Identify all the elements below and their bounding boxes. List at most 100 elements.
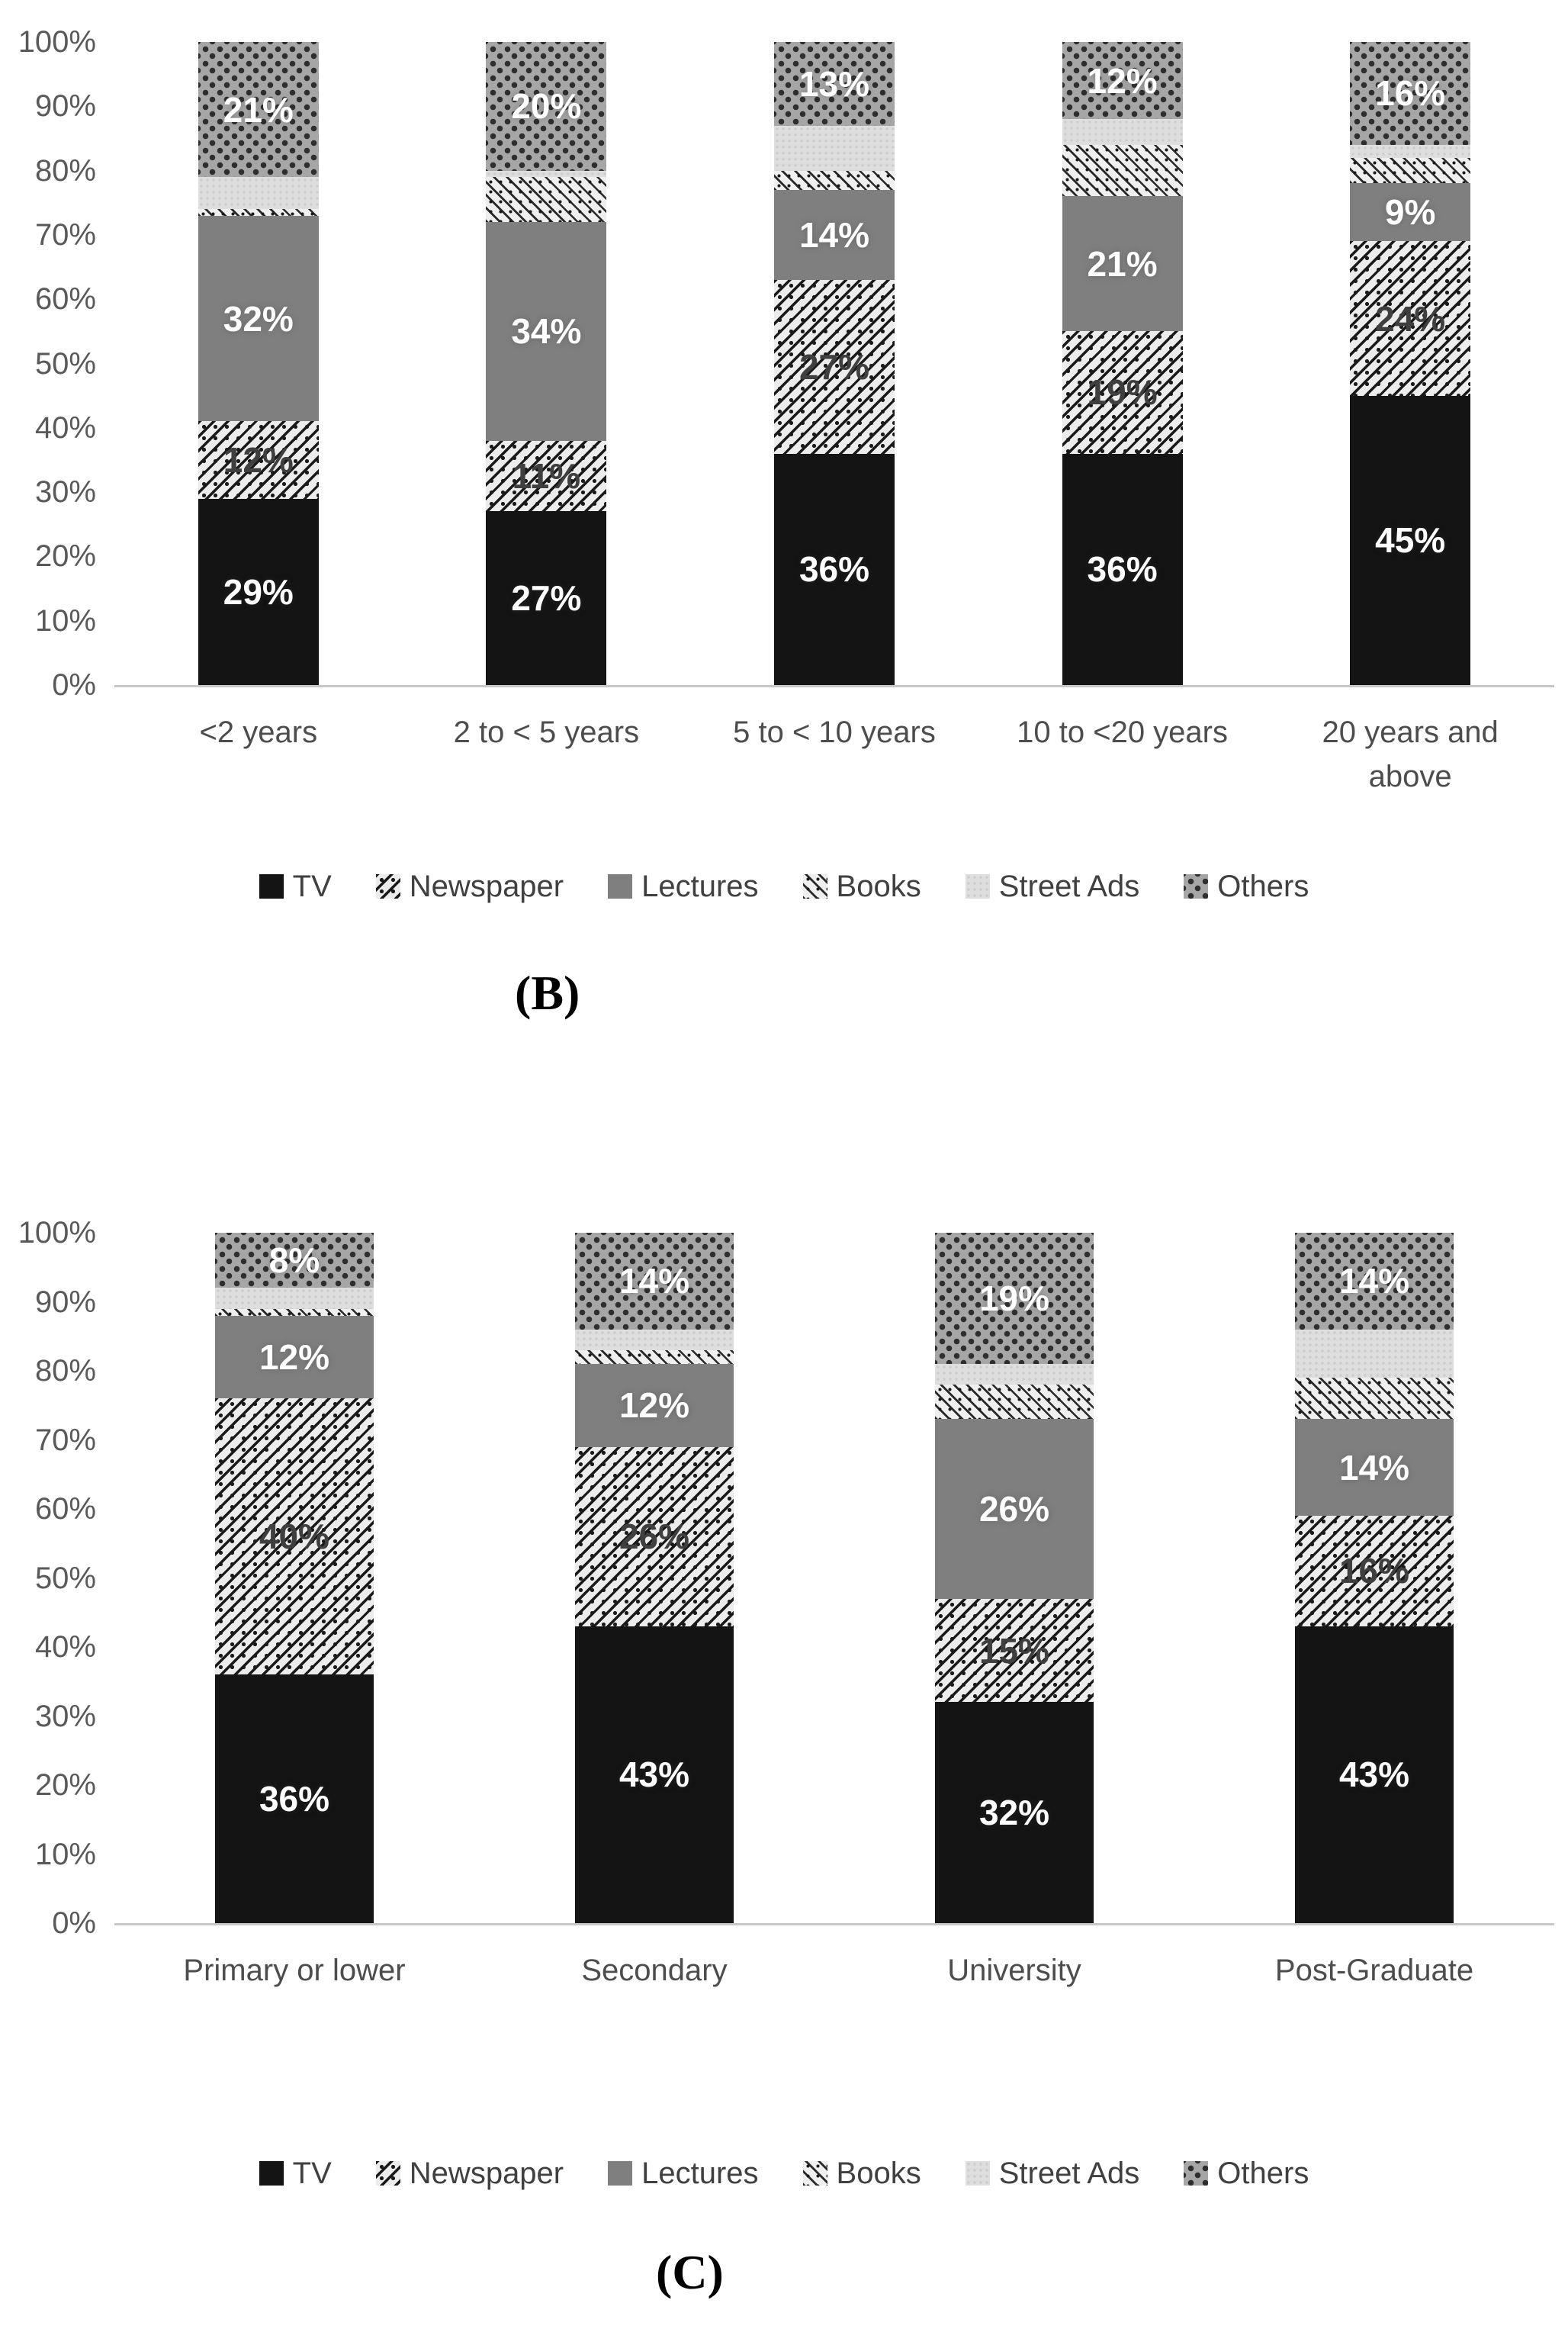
- legend-label: Street Ads: [998, 870, 1140, 903]
- x-axis-category-text: Primary or lower: [183, 1954, 406, 1987]
- segment-data-label: 36%: [1087, 549, 1158, 590]
- bar-segment-newspaper: 16%: [1295, 1516, 1454, 1626]
- x-axis-category-text: University: [947, 1954, 1081, 1987]
- bar-segment-others: 16%: [1350, 42, 1471, 145]
- legend-item-newspaper: Newspaper: [375, 870, 564, 903]
- bar-segment-others: 8%: [215, 1233, 374, 1288]
- books-swatch-icon: [802, 2161, 827, 2186]
- bar-segment-others: 14%: [575, 1233, 734, 1330]
- x-axis-category-label: Secondary: [474, 1948, 834, 1993]
- bar-segment-street-ads: [198, 177, 319, 210]
- y-axis-tick-label: 50%: [34, 1561, 96, 1595]
- bar-segment-newspaper: 19%: [1062, 331, 1183, 454]
- y-axis-tick-label: 0%: [52, 668, 96, 702]
- bar-segment-lectures: 21%: [1062, 196, 1183, 332]
- bar-segment-lectures: 14%: [1295, 1419, 1454, 1517]
- legend-c: TV Newspaper Lectures Books Street Ads Others: [0, 2158, 1568, 2189]
- legend-label: Lectures: [641, 2157, 759, 2190]
- legend-label: Books: [836, 870, 921, 903]
- bar-segment-newspaper: 12%: [198, 421, 319, 499]
- stacked-bar-2-to-<-5-years: 27% 11% 34% 20%: [486, 42, 607, 685]
- bar-slot: 43% 16% 14% 14%: [1194, 1233, 1554, 1923]
- y-axis-tick-label: 80%: [34, 1354, 96, 1388]
- segment-data-label: 9%: [1384, 192, 1436, 233]
- legend-label: Street Ads: [998, 2157, 1140, 2190]
- y-axis-tick-label: 10%: [34, 603, 96, 638]
- bar-segment-newspaper: 40%: [215, 1398, 374, 1675]
- y-axis-tick-label: 100%: [18, 1216, 96, 1250]
- x-axis-category-text: 2 to < 5 years: [453, 716, 640, 749]
- y-axis-tick-label: 50%: [34, 346, 96, 381]
- bar-slot: 32% 15% 26% 19%: [834, 1233, 1194, 1923]
- x-axis-category-text: 20 years and above: [1322, 716, 1499, 793]
- caption-b-row: (B): [0, 969, 1568, 1053]
- bar-segment-tv: 29%: [198, 498, 319, 685]
- bar-slot: 36% 27% 14% 13%: [690, 42, 978, 685]
- x-axis-category-label: University: [834, 1948, 1194, 1993]
- bar-segment-newspaper: 27%: [773, 279, 895, 454]
- bar-segment-books: [935, 1385, 1094, 1420]
- segment-data-label: 32%: [978, 1793, 1050, 1833]
- bar-segment-others: 19%: [935, 1233, 1094, 1364]
- bar-segment-street-ads: [935, 1363, 1094, 1385]
- y-axis-tick-label: 20%: [34, 539, 96, 574]
- bar-segment-lectures: 14%: [773, 189, 895, 280]
- bar-segment-street-ads: [1350, 144, 1471, 158]
- segment-data-label: 16%: [1338, 1551, 1410, 1591]
- bar-segment-newspaper: 11%: [486, 440, 607, 512]
- newspaper-swatch-icon: [375, 874, 400, 899]
- segment-data-label: 12%: [1087, 60, 1158, 101]
- y-axis-tick-label: 60%: [34, 282, 96, 317]
- bar-segment-books: [1295, 1378, 1454, 1420]
- segment-data-label: 15%: [978, 1630, 1050, 1671]
- caption-b: (B): [515, 966, 580, 1020]
- x-axis-c: Primary or lower Secondary University Post-…: [114, 1948, 1554, 2074]
- segment-data-label: 16%: [1375, 73, 1446, 114]
- legend-label: TV: [292, 2157, 332, 2190]
- stacked-bar-university: 32% 15% 26% 19%: [935, 1233, 1094, 1923]
- bar-slot: 43% 26% 12% 14%: [474, 1233, 834, 1923]
- segment-data-label: 11%: [512, 456, 581, 497]
- x-axis-category-text: Secondary: [581, 1954, 728, 1987]
- legend-item-newspaper: Newspaper: [375, 2158, 564, 2189]
- bar-segment-lectures: 32%: [198, 215, 319, 422]
- others-swatch-icon: [1184, 874, 1209, 899]
- segment-data-label: 27%: [511, 578, 582, 619]
- bar-segment-lectures: 12%: [575, 1363, 734, 1447]
- bar-segment-books: [486, 177, 607, 223]
- legend-label: Newspaper: [409, 870, 564, 903]
- legend-label: Others: [1217, 870, 1309, 903]
- legend-item-tv: TV: [259, 2158, 332, 2189]
- y-axis-tick-label: 100%: [18, 25, 96, 59]
- street-ads-swatch-icon: [965, 2161, 990, 2186]
- lectures-swatch-icon: [608, 874, 633, 899]
- segment-data-label: 20%: [511, 86, 582, 127]
- plot-area-b: 0% 10% 20% 30% 40% 50% 60% 70% 80% 90% 100% 29% 12%…: [18, 27, 1554, 700]
- x-axis-category-text: 5 to < 10 years: [733, 716, 936, 749]
- segment-data-label: 14%: [1338, 1261, 1410, 1301]
- y-axis-tick-label: 90%: [34, 89, 96, 124]
- y-axis-tick-label: 70%: [34, 1423, 96, 1457]
- stacked-bar-5-to-<-10-years: 36% 27% 14% 13%: [773, 42, 895, 685]
- bar-segment-others: 13%: [773, 42, 895, 126]
- y-axis-tick-label: 30%: [34, 1699, 96, 1733]
- x-axis-category-label: Post-Graduate: [1194, 1948, 1554, 1993]
- segment-data-label: 14%: [798, 214, 870, 255]
- segment-data-label: 32%: [223, 298, 294, 339]
- y-axis-tick-label: 30%: [34, 475, 96, 510]
- stacked-bar-secondary: 43% 26% 12% 14%: [575, 1233, 734, 1923]
- bar-segment-street-ads: [1295, 1329, 1454, 1378]
- segment-data-label: 27%: [798, 346, 870, 387]
- legend-item-books: Books: [802, 2158, 921, 2189]
- segment-data-label: 24%: [1375, 298, 1446, 339]
- plot-area-c: 0% 10% 20% 30% 40% 50% 60% 70% 80% 90% 100% 36% 40%…: [18, 1217, 1554, 1938]
- y-axis-tick-label: 40%: [34, 410, 96, 445]
- legend-label: TV: [292, 870, 332, 903]
- segment-data-label: 29%: [223, 571, 294, 612]
- bar-segment-others: 12%: [1062, 42, 1183, 120]
- bar-segment-street-ads: [486, 170, 607, 178]
- bar-segment-tv: 43%: [1295, 1626, 1454, 1923]
- bar-segment-books: [1350, 157, 1471, 184]
- x-axis-category-label: 20 years and above: [1266, 710, 1554, 799]
- y-axis-tick-label: 90%: [34, 1285, 96, 1319]
